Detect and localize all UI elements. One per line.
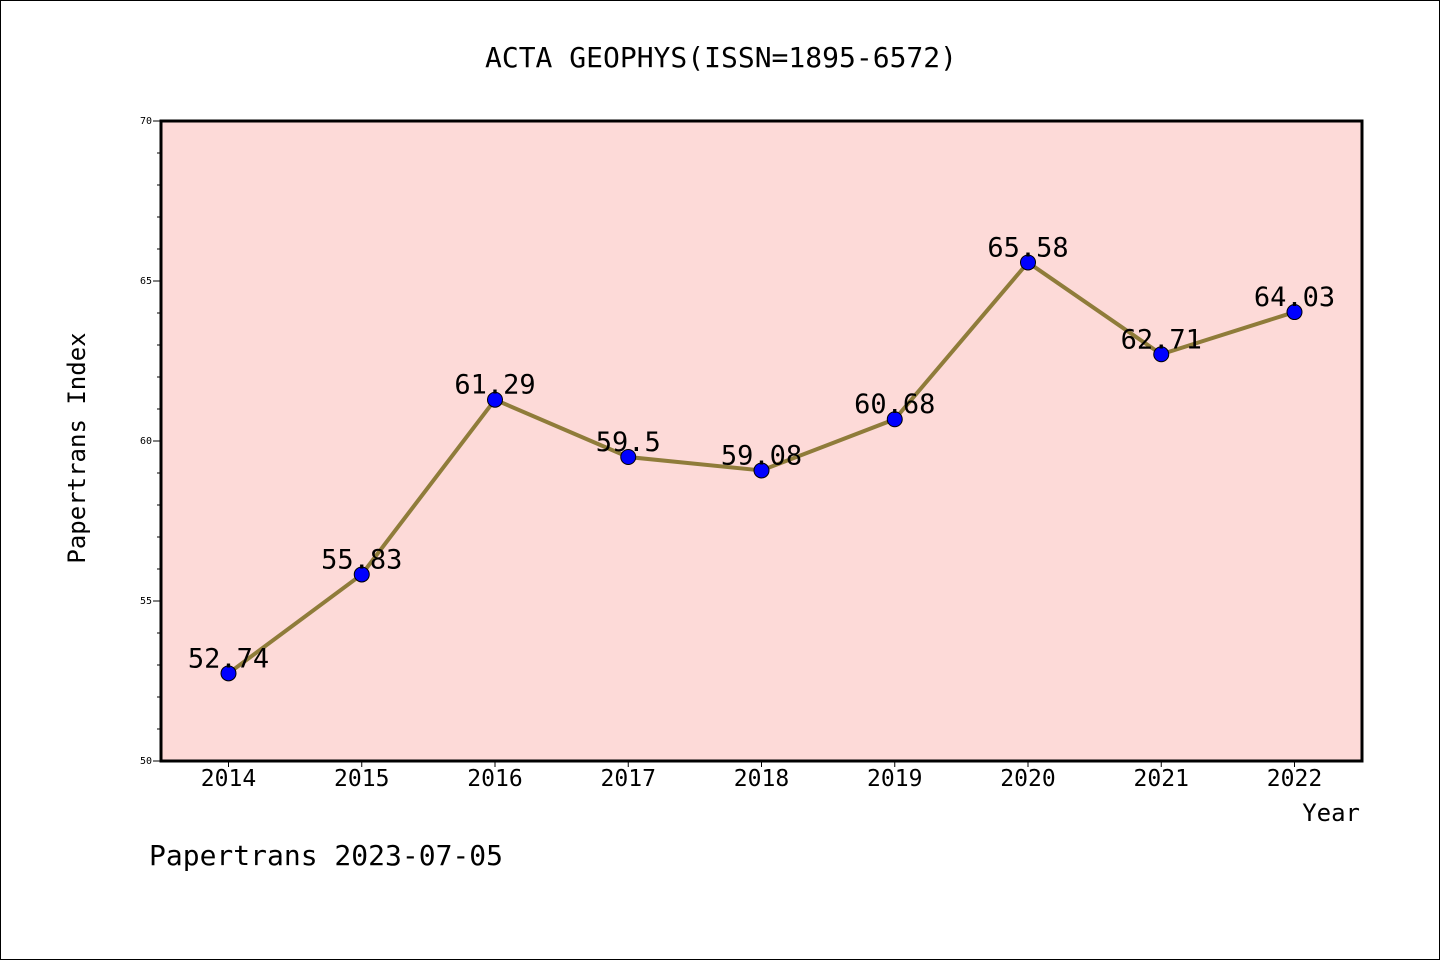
x-axis-label: Year <box>1302 799 1360 827</box>
data-label: 55.83 <box>321 544 402 575</box>
data-label: 59.5 <box>596 427 661 458</box>
data-label: 52.74 <box>188 643 269 674</box>
data-point <box>220 665 237 682</box>
plot-area <box>159 119 1364 763</box>
y-axis-label: Papertrans Index <box>63 332 91 563</box>
y-axis: 50 55 60 65 70 <box>140 116 161 767</box>
data-label: 60.68 <box>854 389 935 420</box>
data-label: 65.58 <box>987 232 1068 263</box>
data-point <box>1286 304 1303 321</box>
data-point <box>487 391 503 408</box>
x-tick-label: 2022 <box>1267 766 1322 792</box>
data-point <box>1020 254 1036 271</box>
x-tick-label: 2018 <box>734 766 789 792</box>
y-tick-label: 70 <box>140 116 152 127</box>
data-label: 64.03 <box>1254 282 1335 313</box>
x-axis: 2014 2015 2016 2017 2018 2019 2020 2021 2022 <box>201 761 1322 792</box>
data-label: 59.08 <box>721 440 802 471</box>
y-tick-label: 60 <box>140 436 152 447</box>
data-labels: 52.74 55.83 61.29 59.5 59.08 60.68 65.58 62.71 6… <box>188 232 1335 674</box>
x-tick-label: 2021 <box>1134 766 1189 792</box>
data-point <box>353 566 370 583</box>
footer-watermark: Papertrans 2023-07-05 <box>149 839 503 872</box>
x-tick-label: 2020 <box>1000 766 1055 792</box>
y-tick-label: 55 <box>140 596 152 607</box>
y-tick-label: 65 <box>140 276 152 287</box>
chart-title: ACTA GEOPHYS(ISSN=1895-6572) <box>485 41 957 74</box>
data-point <box>886 411 903 428</box>
x-tick-label: 2015 <box>334 766 389 792</box>
data-label: 62.71 <box>1121 324 1202 355</box>
y-tick-label: 50 <box>140 756 152 767</box>
data-point <box>1153 346 1170 363</box>
data-label: 61.29 <box>454 370 535 401</box>
data-point <box>753 462 770 479</box>
x-tick-label: 2017 <box>601 766 656 792</box>
x-tick-label: 2014 <box>201 766 256 792</box>
x-tick-label: 2016 <box>467 766 522 792</box>
x-tick-label: 2019 <box>867 766 922 792</box>
series-line-group <box>220 254 1303 682</box>
data-point <box>620 449 637 465</box>
